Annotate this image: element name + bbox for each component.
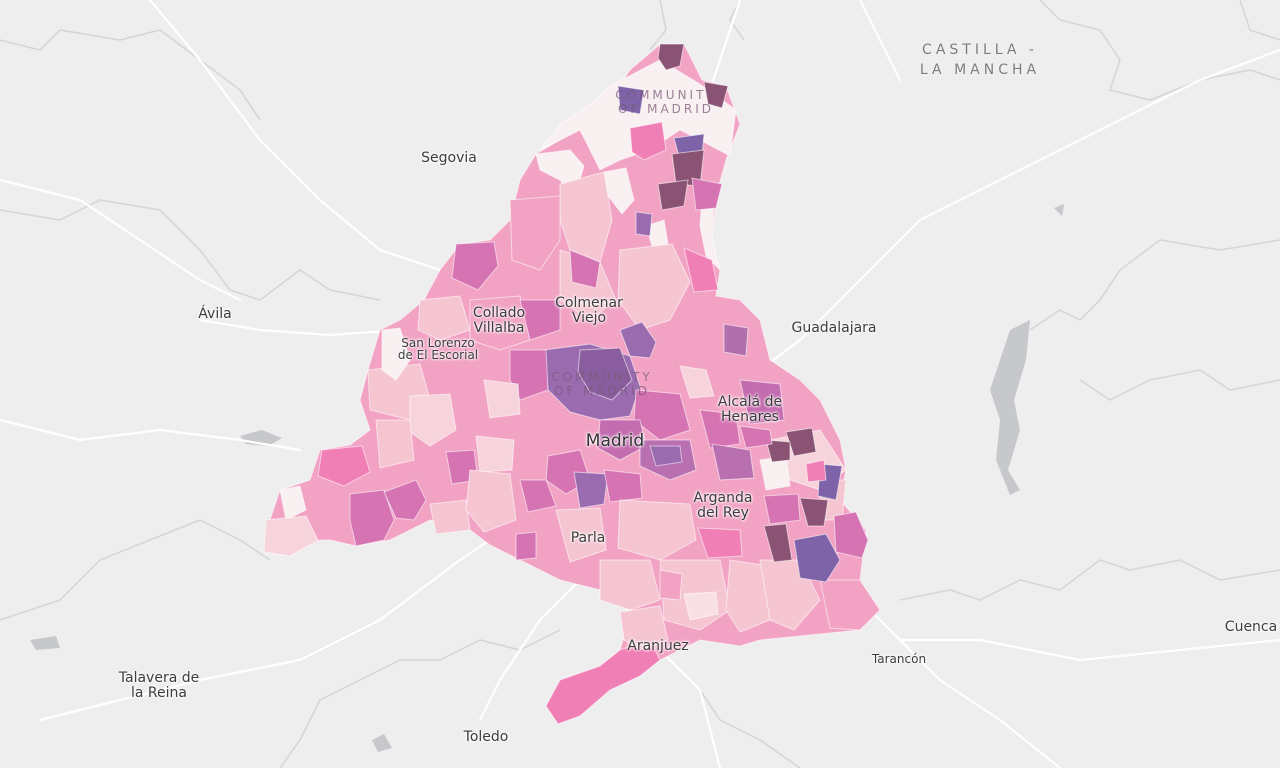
city-label-collado-villalba[interactable]: Collado Villalba [472,305,526,336]
city-label-colmenar-viejo[interactable]: Colmenar Viejo [555,295,623,326]
city-label-arganda-del-rey[interactable]: Arganda del Rey [693,490,753,521]
city-label-alcala-de-henares[interactable]: Alcalá de Henares [717,394,783,425]
region-label-castilla-la-mancha: CASTILLA - LA MANCHA [919,42,1041,78]
city-label-segovia[interactable]: Segovia [421,150,477,166]
city-label-tarancon[interactable]: Tarancón [871,652,927,666]
madrid-choropleth[interactable] [263,43,881,725]
city-label-madrid[interactable]: Madrid [585,431,645,451]
region-label-community-of-madrid-center: COMMUNITY OF MADRID [551,370,653,398]
city-label-avila[interactable]: Ávila [198,306,232,322]
city-label-talavera-de-la-reina[interactable]: Talavera de la Reina [118,670,200,701]
city-label-cuenca[interactable]: Cuenca [1224,619,1278,635]
city-label-san-lorenzo-de-el-escorial[interactable]: San Lorenzo de El Escorial [397,336,479,362]
city-label-parla[interactable]: Parla [570,530,606,546]
region-label-community-of-madrid-north: COMMUNITY OF MADRID [615,88,717,116]
city-label-guadalajara[interactable]: Guadalajara [791,320,877,336]
city-label-toledo[interactable]: Toledo [463,729,509,745]
city-label-aranjuez[interactable]: Aranjuez [627,638,689,654]
